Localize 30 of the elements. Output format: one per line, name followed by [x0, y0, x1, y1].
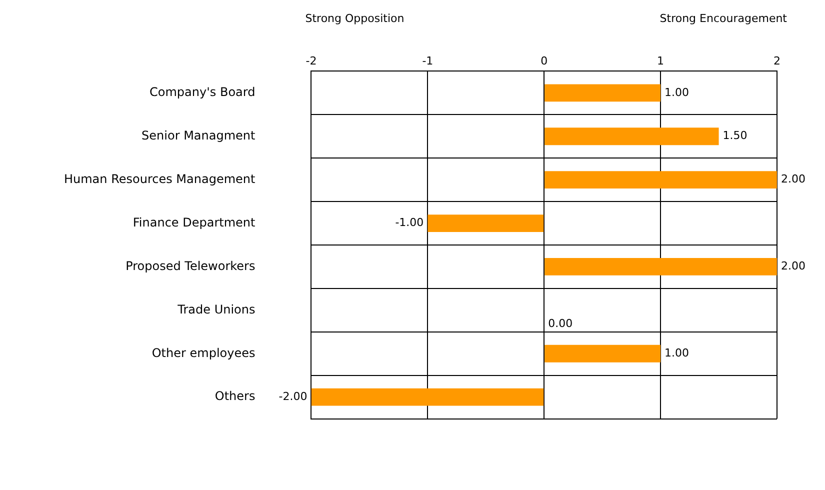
data-label: 1.50 [722, 129, 748, 142]
y-tick-label: Senior Managment [142, 128, 256, 142]
data-label: 1.00 [664, 346, 690, 360]
text: Strong Opposition [305, 12, 404, 25]
y-tick-label: Other employees [152, 346, 256, 360]
y-tick-label: Human Resources Management [64, 172, 256, 186]
x-tick-label: 0 [540, 54, 548, 68]
x-tick-label: -1 [422, 54, 434, 68]
y-tick-label: Others [214, 389, 256, 404]
data-label: 2.00 [781, 172, 806, 186]
data-label: 2.00 [781, 260, 806, 273]
data-label: 0.00 [548, 317, 573, 330]
bar [428, 214, 544, 232]
x-tick-label: 2 [774, 54, 780, 68]
y-tick-label: Proposed Teleworkers [126, 258, 256, 273]
text: Strong Encouragement [660, 12, 788, 25]
bar [544, 128, 719, 146]
x-tick-label: -2 [306, 54, 317, 68]
bar [544, 84, 661, 102]
data-label: -1.00 [395, 216, 424, 230]
y-tick-label: Finance Department [132, 215, 256, 230]
x-tick-label: 1 [657, 54, 664, 68]
bar [544, 171, 777, 189]
bar [311, 388, 544, 406]
y-tick-label: Trade Unions [176, 302, 256, 316]
bar [544, 344, 661, 362]
data-label: -2.00 [278, 390, 308, 403]
y-tick-label: Company's Board [150, 85, 256, 100]
data-label: 1.00 [664, 86, 690, 99]
bar [544, 258, 777, 276]
